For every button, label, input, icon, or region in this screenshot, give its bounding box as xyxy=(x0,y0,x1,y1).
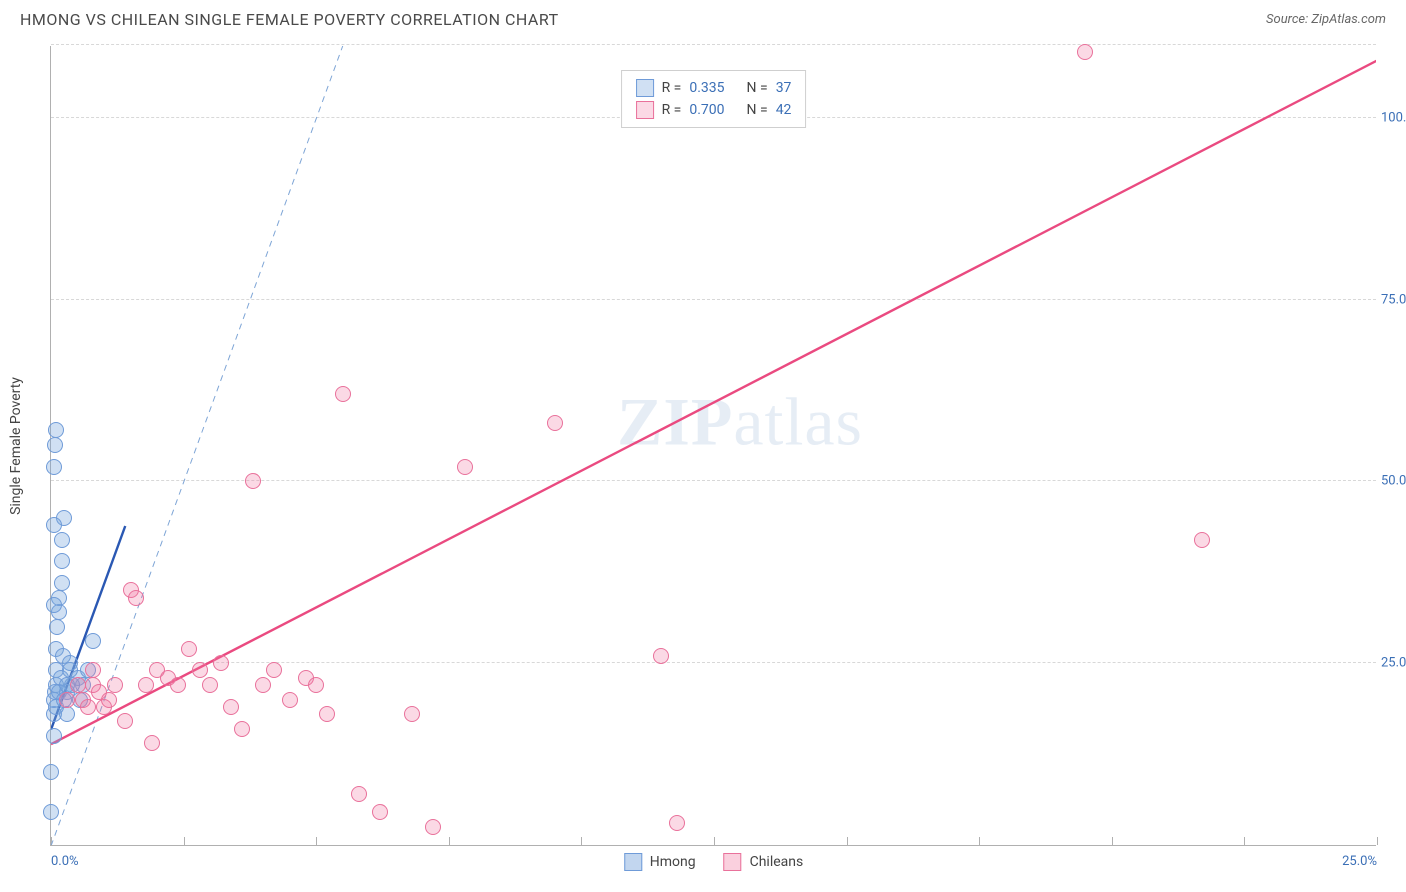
scatter-point xyxy=(46,597,62,613)
scatter-point xyxy=(335,386,351,402)
x-tick xyxy=(847,837,848,845)
x-tick xyxy=(1112,837,1113,845)
legend-r-label: R = xyxy=(662,102,682,118)
legend-row: R = 0.700 N = 42 xyxy=(636,99,792,121)
scatter-point xyxy=(138,677,154,693)
scatter-point xyxy=(54,553,70,569)
legend-item: Hmong xyxy=(624,853,696,871)
legend-label: Hmong xyxy=(650,854,696,870)
scatter-point xyxy=(319,706,335,722)
scatter-point xyxy=(202,677,218,693)
correlation-legend-box: R = 0.335 N = 37 R = 0.700 N = 42 xyxy=(621,70,807,128)
legend-swatch xyxy=(636,101,654,119)
scatter-point xyxy=(59,692,75,708)
scatter-point xyxy=(54,532,70,548)
watermark-atlas: atlas xyxy=(733,383,863,459)
watermark: ZIPatlas xyxy=(617,382,863,461)
legend-swatch xyxy=(624,853,642,871)
scatter-point xyxy=(1077,44,1093,60)
scatter-point xyxy=(54,575,70,591)
legend-row: R = 0.335 N = 37 xyxy=(636,77,792,99)
scatter-point xyxy=(49,619,65,635)
y-tick-label: 25.0% xyxy=(1381,656,1406,671)
x-tick xyxy=(316,837,317,845)
scatter-point xyxy=(223,699,239,715)
scatter-point xyxy=(653,648,669,664)
scatter-point xyxy=(181,641,197,657)
legend-label: Chileans xyxy=(750,854,804,870)
scatter-point xyxy=(245,473,261,489)
scatter-point xyxy=(404,706,420,722)
y-tick-label: 75.0% xyxy=(1381,292,1406,307)
legend-n-value: 42 xyxy=(776,102,792,118)
scatter-point xyxy=(85,633,101,649)
watermark-zip: ZIP xyxy=(617,383,733,459)
plot-region: ZIPatlas R =0.335N =37R =0.700N =42 Hmon… xyxy=(50,46,1376,846)
scatter-point xyxy=(1194,532,1210,548)
source-label: Source: ZipAtlas.com xyxy=(1266,12,1386,27)
scatter-point xyxy=(80,699,96,715)
gridline-h xyxy=(51,299,1376,300)
scatter-point xyxy=(234,721,250,737)
x-tick xyxy=(184,837,185,845)
legend-swatch xyxy=(724,853,742,871)
scatter-point xyxy=(43,764,59,780)
legend-swatch xyxy=(636,79,654,97)
x-tick xyxy=(1244,837,1245,845)
legend-r-value: 0.335 xyxy=(689,80,724,96)
legend-r-value: 0.700 xyxy=(689,102,724,118)
scatter-point xyxy=(170,677,186,693)
x-tick xyxy=(1377,837,1378,845)
title-bar: HMONG VS CHILEAN SINGLE FEMALE POVERTY C… xyxy=(0,0,1406,35)
y-tick-label: 50.0% xyxy=(1381,474,1406,489)
y-tick-label: 100.0% xyxy=(1381,110,1406,125)
scatter-point xyxy=(47,437,63,453)
scatter-point xyxy=(117,713,133,729)
scatter-point xyxy=(144,735,160,751)
legend-item: Chileans xyxy=(724,853,804,871)
legend-n-label: N = xyxy=(747,80,768,96)
legend-n-value: 37 xyxy=(776,80,792,96)
series-legend: Hmong Chileans xyxy=(624,853,803,871)
scatter-point xyxy=(547,415,563,431)
scatter-point xyxy=(255,677,271,693)
scatter-point xyxy=(457,459,473,475)
x-tick xyxy=(581,837,582,845)
scatter-point xyxy=(308,677,324,693)
scatter-point xyxy=(46,517,62,533)
scatter-point xyxy=(192,662,208,678)
scatter-point xyxy=(372,804,388,820)
x-tick xyxy=(979,837,980,845)
scatter-point xyxy=(213,655,229,671)
scatter-point xyxy=(43,804,59,820)
x-tick xyxy=(714,837,715,845)
scatter-point xyxy=(128,590,144,606)
x-tick xyxy=(51,837,52,845)
scatter-point xyxy=(107,677,123,693)
x-tick-label: 0.0% xyxy=(51,854,79,869)
scatter-point xyxy=(425,819,441,835)
scatter-point xyxy=(282,692,298,708)
chart-area: Single Female Poverty ZIPatlas R =0.335N… xyxy=(50,46,1376,846)
chart-title: HMONG VS CHILEAN SINGLE FEMALE POVERTY C… xyxy=(20,10,559,29)
x-tick-label: 25.0% xyxy=(1342,854,1377,869)
scatter-point xyxy=(351,786,367,802)
gridline-h xyxy=(51,44,1376,45)
scatter-point xyxy=(85,662,101,678)
legend-r-label: R = xyxy=(662,80,682,96)
scatter-point xyxy=(48,422,64,438)
scatter-point xyxy=(46,728,62,744)
x-tick xyxy=(449,837,450,845)
legend-n-label: N = xyxy=(747,102,768,118)
gridline-h xyxy=(51,662,1376,663)
scatter-point xyxy=(101,692,117,708)
line-layer xyxy=(51,46,1376,845)
scatter-point xyxy=(266,662,282,678)
scatter-point xyxy=(669,815,685,831)
scatter-point xyxy=(62,662,78,678)
y-axis-label: Single Female Poverty xyxy=(8,377,24,515)
scatter-point xyxy=(46,459,62,475)
